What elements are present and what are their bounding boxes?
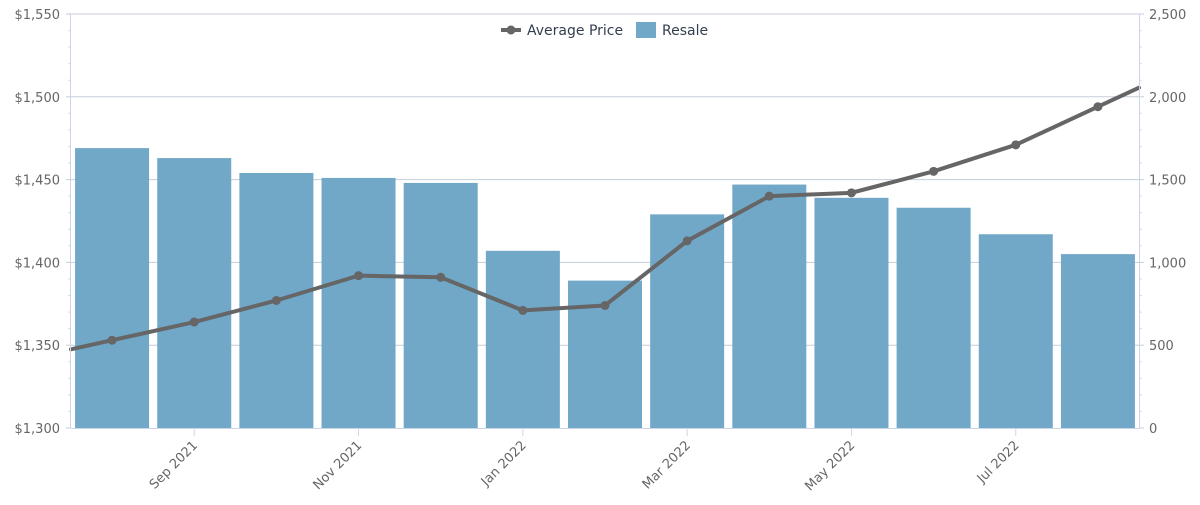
resale-bars [75, 148, 1135, 429]
average-price-point[interactable] [354, 271, 364, 281]
resale-bar[interactable] [896, 207, 971, 428]
right-axis-tick-label: 500 [1149, 339, 1174, 354]
x-axis-tick-label: Jul 2022 [974, 438, 1023, 487]
legend-average-price-marker [506, 25, 516, 35]
x-axis-tick-label: Jan 2022 [478, 438, 530, 490]
left-axis-tick-label: $1,450 [15, 174, 61, 189]
legend-item-average-price[interactable]: Average Price [501, 23, 623, 39]
x-axis-tick-label: Nov 2021 [310, 438, 365, 493]
right-axis-tick-label: 2,500 [1149, 8, 1186, 23]
resale-bar[interactable] [157, 158, 232, 428]
average-price-point[interactable] [271, 295, 281, 305]
x-axis-tick-label: Mar 2022 [640, 438, 694, 492]
x-axis-tick-label: Sep 2021 [147, 438, 201, 492]
resale-bar[interactable] [650, 214, 725, 428]
average-price-point[interactable] [764, 191, 774, 201]
right-axis-tick-label: 1,000 [1149, 256, 1186, 271]
resale-bar[interactable] [321, 177, 396, 428]
average-price-point[interactable] [682, 236, 692, 246]
left-axis-tick-label: $1,500 [15, 91, 61, 106]
resale-bar[interactable] [485, 250, 560, 428]
right-axis-tick-label: 2,000 [1149, 91, 1186, 106]
legend-item-resale[interactable]: Resale [636, 22, 708, 39]
resale-bar[interactable] [978, 234, 1053, 428]
x-axis-tick-label: May 2022 [802, 438, 858, 494]
legend-resale-label: Resale [662, 23, 708, 39]
left-axis-tick-label: $1,550 [15, 8, 61, 23]
average-price-point[interactable] [436, 272, 446, 282]
average-price-point[interactable] [107, 335, 117, 345]
resale-bar[interactable] [814, 197, 889, 428]
average-price-point[interactable] [846, 188, 856, 198]
average-price-point[interactable] [600, 300, 610, 310]
resale-bar[interactable] [1060, 254, 1135, 428]
average-price-line [69, 85, 1141, 352]
left-axis-tick-label: $1,400 [15, 256, 61, 271]
resale-bar[interactable] [403, 182, 478, 428]
resale-bar[interactable] [75, 148, 150, 429]
left-axis-tick-label: $1,300 [15, 422, 61, 437]
resale-bar[interactable] [732, 184, 807, 428]
right-axis-tick-label: 1,500 [1149, 174, 1186, 189]
legend-average-price-label: Average Price [527, 23, 623, 39]
average-price-point[interactable] [1011, 140, 1021, 150]
left-axis-tick-label: $1,350 [15, 339, 61, 354]
average-price-point[interactable] [929, 166, 939, 176]
average-price-point[interactable] [189, 317, 199, 327]
legend-resale-swatch [636, 22, 656, 38]
legend: Average Price Resale [501, 22, 708, 39]
average-price-point[interactable] [1093, 102, 1103, 112]
right-axis-tick-label: 0 [1149, 422, 1157, 437]
average-price-point[interactable] [518, 305, 528, 315]
